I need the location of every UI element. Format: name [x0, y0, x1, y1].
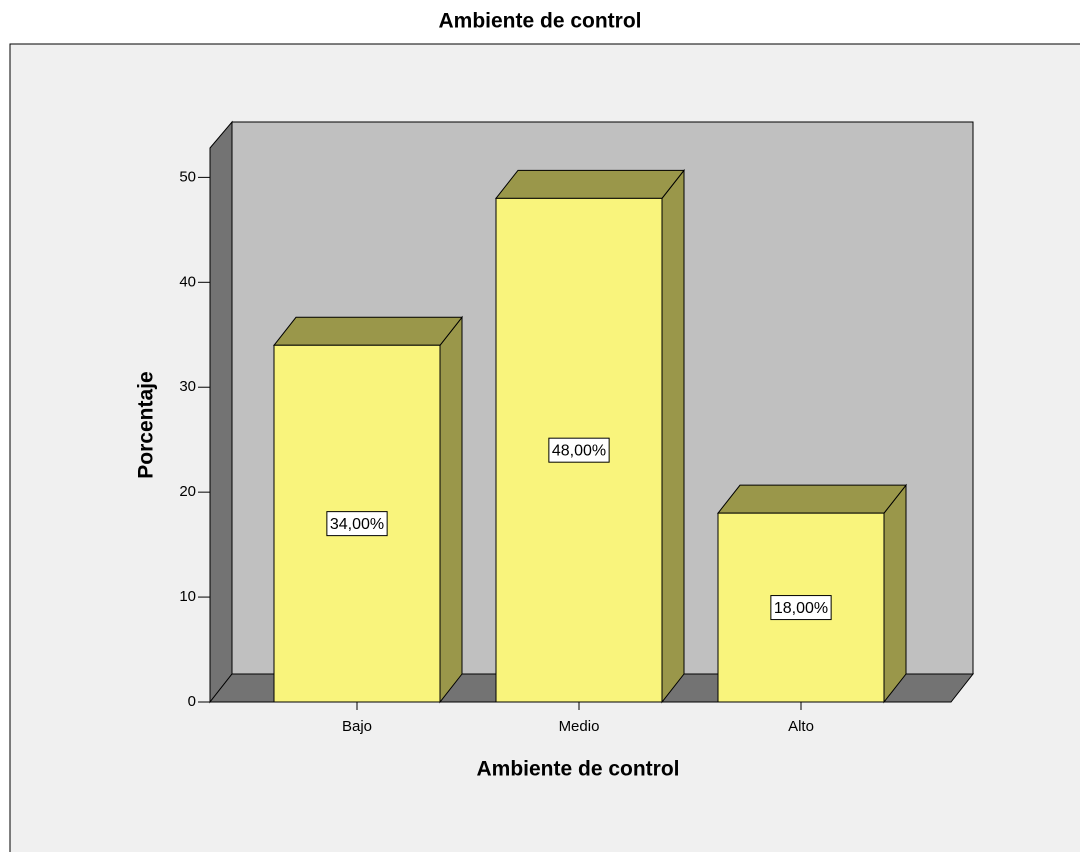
bar-side: [661, 168, 685, 704]
value-label: 48,00%: [552, 442, 606, 459]
y-tick-label: 10: [179, 588, 196, 605]
value-label-box: [326, 511, 388, 537]
value-label-box: [770, 595, 832, 621]
x-axis-label: Ambiente de control: [476, 758, 679, 781]
side-wall: [209, 120, 233, 704]
bar-top: [716, 484, 908, 514]
value-label: 34,00%: [330, 516, 384, 533]
y-tick-label: 30: [179, 378, 196, 395]
y-tick-label: 0: [188, 693, 196, 710]
y-axis-label: Porcentaje: [135, 371, 158, 478]
x-tick-label: Alto: [788, 718, 814, 735]
bar-top: [272, 316, 464, 346]
x-tick-label: Medio: [559, 718, 600, 735]
y-tick-label: 40: [179, 273, 196, 290]
y-tick-label: 50: [179, 168, 196, 185]
value-label-box: [548, 437, 610, 463]
x-tick-label: Bajo: [342, 718, 372, 735]
chart-title: Ambiente de control: [438, 10, 641, 33]
bar-top: [494, 169, 686, 199]
y-tick-label: 20: [179, 483, 196, 500]
bar-side: [883, 483, 907, 704]
bar-side: [439, 315, 463, 704]
value-label: 18,00%: [774, 600, 828, 617]
